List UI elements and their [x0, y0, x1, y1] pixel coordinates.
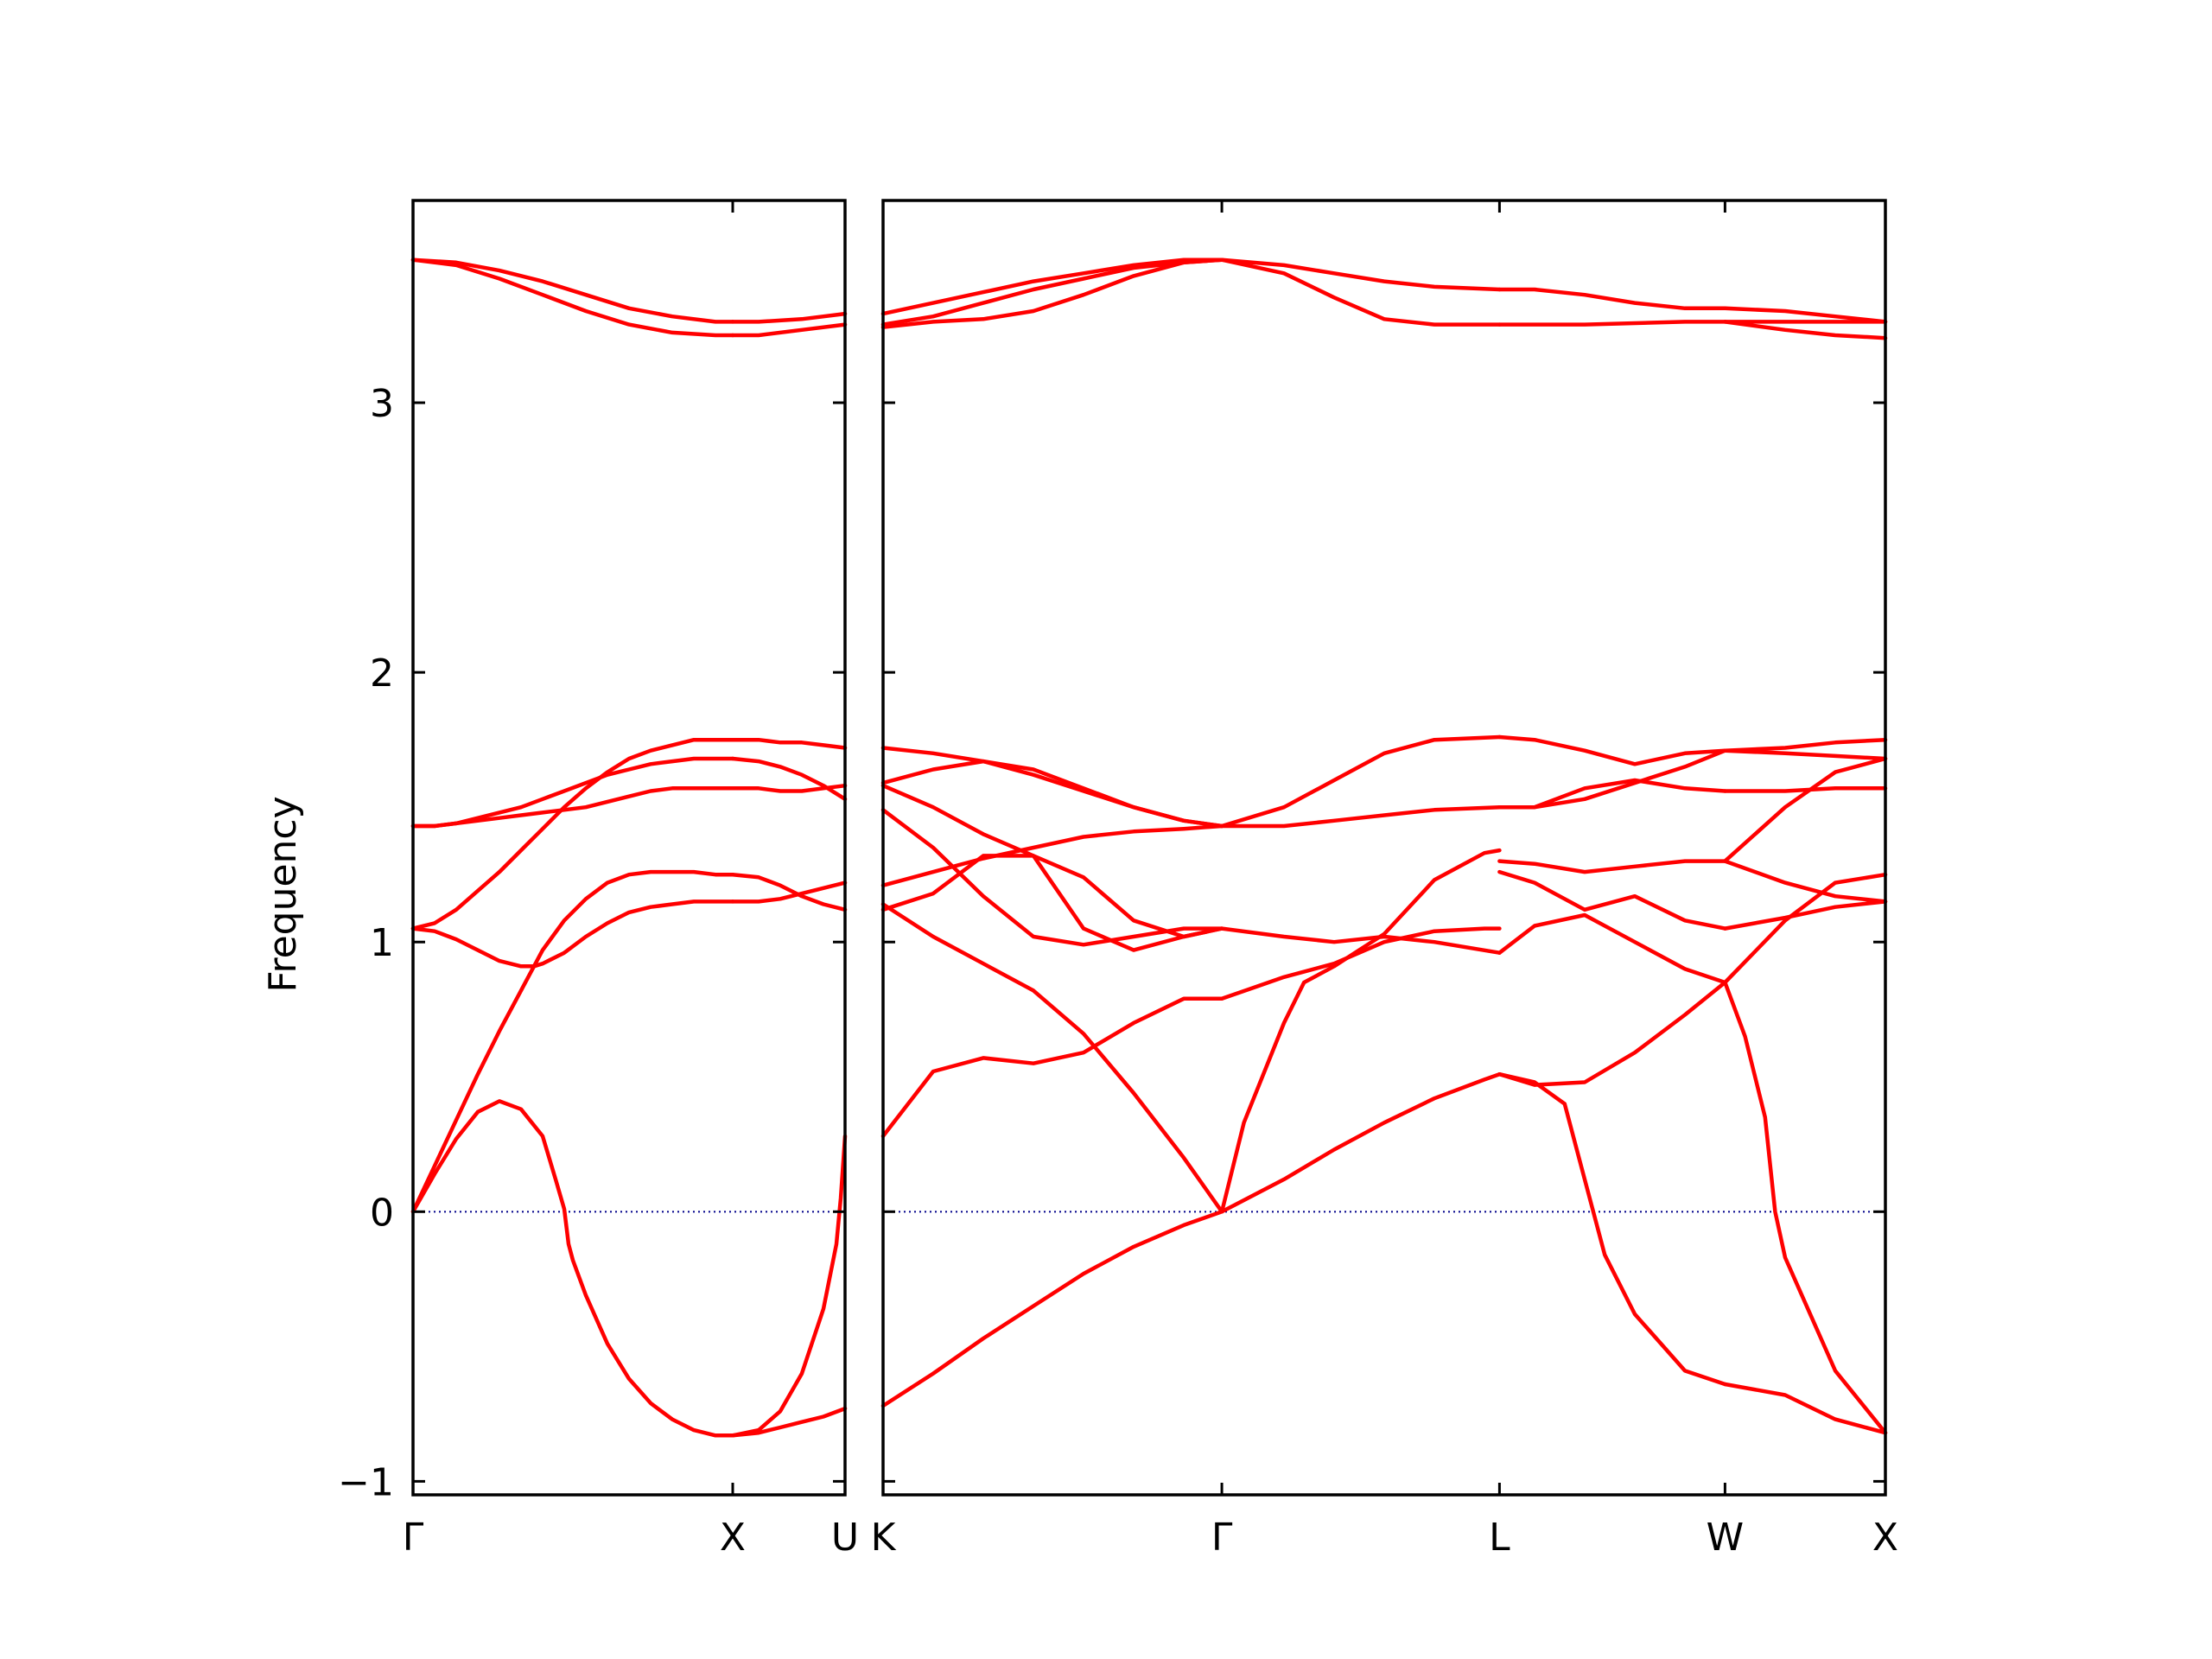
band-line-0-16	[730, 322, 848, 338]
band-line-1-39	[1723, 786, 1888, 793]
band-line-1-23	[880, 808, 1224, 947]
band-line-1-32	[1497, 859, 1727, 874]
plot-frame	[881, 199, 1887, 1497]
band-line-1-13	[1219, 1071, 1502, 1214]
band-line-1-5	[1497, 287, 1727, 311]
y-tick-label: 0	[370, 1191, 394, 1235]
band-line-1-20	[1219, 848, 1502, 1214]
x-tick-label: X	[720, 1516, 746, 1560]
left-panel: Γ X U −1 0 1 2 3	[338, 199, 859, 1560]
band-line-1-0	[880, 257, 1224, 316]
band-line-1-31	[1497, 869, 1727, 931]
band-line-0-6	[410, 899, 735, 969]
band-line-0-14	[730, 311, 848, 324]
band-line-1-29	[1219, 734, 1502, 829]
y-tick-label: 2	[370, 652, 394, 696]
band-line-1-35	[1497, 734, 1727, 766]
band-line-1-36	[1723, 899, 1888, 931]
x-tick-label: Γ	[1211, 1516, 1233, 1560]
band-line-0-10	[410, 1099, 735, 1438]
band-line-1-41	[1723, 748, 1888, 761]
band-line-1-10	[880, 996, 1224, 1139]
band-line-0-9	[730, 872, 848, 912]
band-line-1-15	[1497, 980, 1727, 1087]
x-tick-label: K	[871, 1516, 897, 1560]
band-line-1-19	[880, 902, 1224, 1214]
x-tick-label: L	[1489, 1516, 1510, 1560]
band-line-0-13	[410, 257, 735, 324]
band-line-1-21	[880, 823, 1224, 887]
band-line-1-12	[880, 1210, 1224, 1408]
band-line-1-3	[1219, 257, 1502, 292]
band-line-1-7	[1723, 306, 1888, 324]
band-line-1-28	[1219, 804, 1502, 829]
band-line-1-26	[880, 746, 1224, 829]
band-line-0-7	[730, 880, 848, 904]
x-tick-label: X	[1872, 1516, 1898, 1560]
band-line-1-18	[1723, 872, 1888, 985]
band-line-1-16	[1723, 980, 1888, 1435]
band-line-0-8	[410, 869, 735, 1214]
band-line-1-27	[1219, 926, 1502, 955]
y-axis-label: Frequency	[261, 796, 305, 992]
band-line-1-22	[880, 854, 1224, 952]
band-line-1-11	[1219, 926, 1502, 1001]
plot-frame	[411, 199, 847, 1497]
x-tick-label: U	[831, 1516, 859, 1560]
band-line-1-30	[1497, 912, 1727, 985]
band-line-1-24	[880, 783, 1224, 939]
band-line-1-8	[1723, 320, 1888, 340]
band-line-1-34	[1497, 748, 1727, 810]
band-line-1-4	[1219, 257, 1502, 327]
band-line-0-15	[410, 257, 735, 338]
band-line-0-5	[730, 737, 848, 750]
x-tick-label: W	[1707, 1516, 1745, 1560]
band-line-0-2	[410, 756, 735, 829]
band-line-1-17	[1723, 1382, 1888, 1435]
y-tick-label: −1	[338, 1460, 394, 1504]
band-line-0-11	[730, 1134, 848, 1438]
y-tick-label: 1	[370, 921, 394, 965]
x-tick-label: Γ	[403, 1516, 424, 1560]
band-line-0-12	[730, 1406, 848, 1438]
band-line-0-3	[730, 756, 848, 802]
band-line-1-40	[1723, 737, 1888, 753]
band-line-1-6	[1497, 320, 1727, 327]
y-tick-label: 3	[370, 382, 394, 426]
band-line-1-38	[1723, 859, 1888, 904]
band-line-0-4	[410, 737, 735, 931]
band-line-1-2	[880, 257, 1224, 329]
